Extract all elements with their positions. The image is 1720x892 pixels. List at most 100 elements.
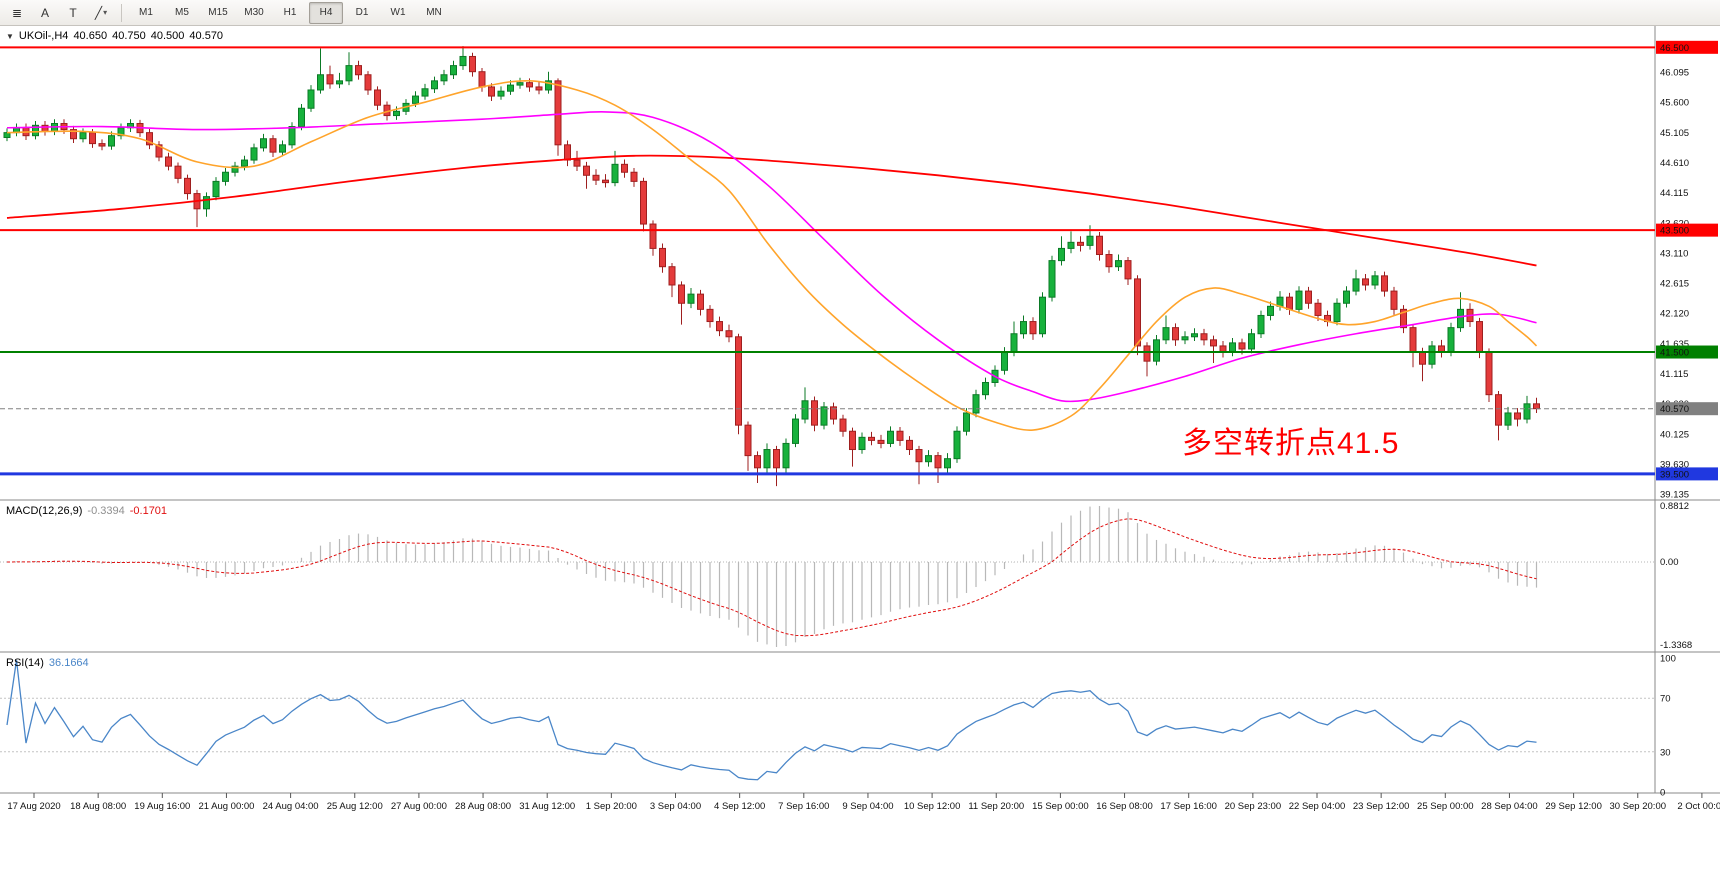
svg-text:44.610: 44.610 — [1660, 158, 1689, 169]
rsi-header: RSI(14) 36.1664 — [6, 657, 94, 669]
svg-text:19 Aug 16:00: 19 Aug 16:00 — [134, 801, 190, 812]
svg-text:16 Sep 08:00: 16 Sep 08:00 — [1096, 801, 1153, 812]
svg-text:100: 100 — [1660, 654, 1676, 665]
symbol-ohlc-header: ▼ UKOil-,H4 40.650 40.750 40.500 40.570 — [6, 30, 228, 42]
svg-text:0: 0 — [1660, 788, 1665, 799]
svg-text:25 Aug 12:00: 25 Aug 12:00 — [327, 801, 383, 812]
svg-text:21 Aug 00:00: 21 Aug 00:00 — [198, 801, 254, 812]
macd-signal-line — [6, 518, 1537, 637]
ma-magenta-line — [6, 111, 1537, 403]
timeframe-group: M1 M5 M15 M30 H1 H4 D1 W1 MN — [128, 1, 452, 24]
svg-text:10 Sep 12:00: 10 Sep 12:00 — [904, 801, 961, 812]
panel-borders — [0, 26, 1720, 794]
chart-expander-icon[interactable]: ▼ — [6, 32, 14, 41]
svg-text:30: 30 — [1660, 747, 1671, 758]
svg-text:17 Sep 16:00: 17 Sep 16:00 — [1160, 801, 1217, 812]
svg-text:0.00: 0.00 — [1660, 557, 1679, 568]
ohlc-high: 40.750 — [112, 30, 146, 42]
tools-group: ≣ A T ╱ ▾ — [3, 2, 115, 24]
svg-text:39.135: 39.135 — [1660, 490, 1689, 501]
svg-text:70: 70 — [1660, 694, 1671, 705]
rsi-value: 36.1664 — [48, 657, 89, 669]
macd-axis-labels: 0.8812 0.00 -1.3368 — [1660, 501, 1692, 651]
svg-text:46.500: 46.500 — [1660, 43, 1689, 54]
svg-text:28 Aug 08:00: 28 Aug 08:00 — [455, 801, 511, 812]
current-price-badge: 40.570 — [1656, 402, 1718, 416]
svg-text:42.615: 42.615 — [1660, 279, 1689, 290]
timeframe-h1-button[interactable]: H1 — [283, 7, 297, 18]
timeframe-m15-button[interactable]: M15 — [208, 7, 228, 18]
ohlc-close: 40.570 — [189, 30, 224, 42]
svg-text:0.8812: 0.8812 — [1660, 501, 1689, 512]
svg-text:18 Aug 08:00: 18 Aug 08:00 — [70, 801, 126, 812]
price-badge-43500: 43.500 — [1656, 223, 1718, 237]
svg-text:2 Oct 00:00: 2 Oct 00:00 — [1677, 801, 1720, 812]
svg-text:24 Aug 04:00: 24 Aug 04:00 — [263, 801, 319, 812]
svg-text:44.115: 44.115 — [1660, 188, 1688, 199]
timeframe-d1-button[interactable]: D1 — [355, 7, 369, 18]
svg-text:3 Sep 04:00: 3 Sep 04:00 — [650, 801, 701, 812]
rsi-label: RSI(14) — [6, 657, 44, 669]
svg-text:9 Sep 04:00: 9 Sep 04:00 — [842, 801, 893, 812]
timeframe-mn-button[interactable]: MN — [426, 7, 442, 18]
svg-text:30 Sep 20:00: 30 Sep 20:00 — [1609, 801, 1666, 812]
text-box-icon[interactable]: T — [69, 5, 77, 20]
svg-text:1 Sep 20:00: 1 Sep 20:00 — [586, 801, 637, 812]
svg-text:11 Sep 20:00: 11 Sep 20:00 — [968, 801, 1024, 812]
timeframe-m30-button[interactable]: M30 — [244, 7, 264, 18]
svg-text:41.500: 41.500 — [1660, 348, 1689, 359]
svg-text:7 Sep 16:00: 7 Sep 16:00 — [778, 801, 829, 812]
price-badge-46500: 46.500 — [1656, 40, 1718, 54]
rsi-axis-labels: 100 70 30 0 — [1660, 654, 1676, 799]
text-a-icon[interactable]: A — [40, 5, 49, 20]
svg-text:22 Sep 04:00: 22 Sep 04:00 — [1289, 801, 1346, 812]
svg-text:39.500: 39.500 — [1660, 469, 1689, 480]
svg-text:43.110: 43.110 — [1660, 248, 1688, 259]
svg-text:41.115: 41.115 — [1660, 369, 1688, 380]
svg-text:39.630: 39.630 — [1660, 459, 1689, 470]
timeframe-m5-button[interactable]: M5 — [175, 7, 189, 18]
chart-area[interactable]: 46.09545.60045.10544.61044.11543.62043.1… — [0, 26, 1720, 892]
svg-text:-1.3368: -1.3368 — [1660, 640, 1692, 651]
chart-text-annotation[interactable]: 多空转折点41.5 — [1182, 427, 1400, 460]
svg-text:43.500: 43.500 — [1660, 226, 1689, 237]
timeframe-h4-button[interactable]: H4 — [309, 1, 343, 24]
line-draw-icon[interactable]: ╱ ▾ — [94, 5, 108, 20]
svg-text:45.105: 45.105 — [1660, 128, 1689, 139]
timeframe-m1-button[interactable]: M1 — [139, 7, 153, 18]
svg-text:4 Sep 12:00: 4 Sep 12:00 — [714, 801, 765, 812]
svg-text:27 Aug 00:00: 27 Aug 00:00 — [391, 801, 447, 812]
svg-text:20 Sep 23:00: 20 Sep 23:00 — [1225, 801, 1282, 812]
chart-canvas[interactable]: 46.09545.60045.10544.61044.11543.62043.1… — [0, 26, 1720, 892]
dropdown-chevron-icon[interactable]: ▾ — [103, 8, 108, 17]
toolbar: ≣ A T ╱ ▾ M1 M5 M15 M30 H1 H4 D1 W1 MN — [0, 0, 1720, 26]
svg-text:17 Aug 2020: 17 Aug 2020 — [7, 801, 60, 812]
svg-text:41.635: 41.635 — [1660, 339, 1689, 350]
chart-title: UKOil-,H4 — [18, 30, 69, 42]
svg-text:40.125: 40.125 — [1660, 429, 1689, 440]
candlesticks — [3, 46, 1540, 487]
rsi-line — [6, 660, 1537, 781]
price-badge-41500: 41.500 — [1656, 345, 1718, 359]
time-axis-labels: 17 Aug 2020 18 Aug 08:00 19 Aug 16:00 21 Au… — [7, 793, 1720, 812]
timeframe-w1-button[interactable]: W1 — [390, 7, 406, 18]
ohlc-open: 40.650 — [73, 30, 108, 42]
svg-text:25 Sep 00:00: 25 Sep 00:00 — [1417, 801, 1474, 812]
ohlc-low: 40.500 — [150, 30, 185, 42]
toolbar-separator — [121, 3, 122, 22]
chart-list-icon[interactable]: ≣ — [11, 5, 23, 20]
svg-text:46.095: 46.095 — [1660, 68, 1689, 79]
price-axis-labels: 46.09545.60045.10544.61044.11543.62043.1… — [1660, 68, 1689, 501]
ma-red-line — [6, 154, 1537, 267]
macd-signal-value: -0.1701 — [129, 505, 168, 517]
svg-text:29 Sep 12:00: 29 Sep 12:00 — [1545, 801, 1602, 812]
macd-main-value: -0.3394 — [87, 505, 125, 517]
svg-text:31 Aug 12:00: 31 Aug 12:00 — [519, 801, 575, 812]
svg-text:28 Sep 04:00: 28 Sep 04:00 — [1481, 801, 1538, 812]
svg-text:45.600: 45.600 — [1660, 98, 1689, 109]
svg-text:42.120: 42.120 — [1660, 309, 1689, 320]
macd-histogram — [15, 506, 1538, 647]
price-badge-39500: 39.500 — [1656, 467, 1718, 481]
macd-header: MACD(12,26,9) -0.3394 -0.1701 — [6, 505, 172, 517]
